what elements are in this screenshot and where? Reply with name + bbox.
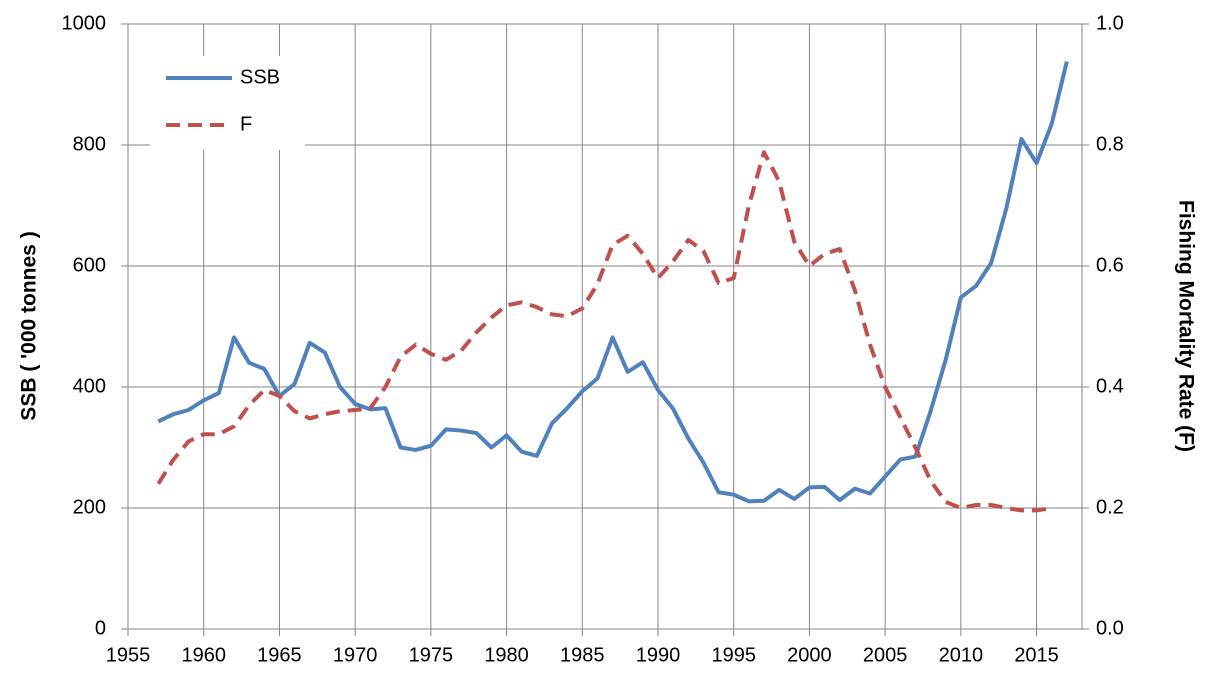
- legend-label: F: [240, 113, 252, 135]
- y2-tick-label: 0.0: [1096, 617, 1124, 639]
- y-tick-label: 200: [73, 496, 106, 518]
- y2-tick-label: 1.0: [1096, 12, 1124, 34]
- y-axis-label: SSB ( '000 tonnes ): [18, 231, 41, 420]
- legend-label: SSB: [240, 66, 280, 88]
- x-tick-label: 2010: [939, 644, 984, 666]
- x-tick-label: 1960: [181, 644, 226, 666]
- x-tick-label: 1970: [333, 644, 378, 666]
- y-tick-label: 0: [95, 617, 106, 639]
- series-line: [157, 61, 1069, 504]
- x-tick-label: 1980: [484, 644, 529, 666]
- x-tick-label: 2015: [1014, 644, 1059, 666]
- y-tick-label: 400: [73, 375, 106, 397]
- x-tick-label: 2005: [863, 644, 908, 666]
- y2-tick-label: 0.4: [1096, 375, 1124, 397]
- legend-box: [150, 56, 305, 150]
- x-tick-label: 1985: [560, 644, 605, 666]
- y-tick-label: 600: [73, 254, 106, 276]
- y2-tick-label: 0.2: [1096, 496, 1124, 518]
- x-tick-label: 1995: [711, 644, 756, 666]
- y-tick-label: 1000: [62, 12, 107, 34]
- x-tick-label: 1955: [106, 644, 151, 666]
- y-tick-label: 800: [73, 133, 106, 155]
- legend: SSB F: [150, 56, 305, 150]
- x-tick-label: 1990: [636, 644, 681, 666]
- series-line: [156, 150, 1053, 513]
- x-tick-label: 1965: [257, 644, 302, 666]
- x-tick-label: 2000: [787, 644, 832, 666]
- y2-axis-label: Fishing Mortality Rate (F): [1174, 200, 1197, 452]
- y2-tick-label: 0.6: [1096, 254, 1124, 276]
- y2-tick-label: 0.8: [1096, 133, 1124, 155]
- x-tick-label: 1975: [409, 644, 454, 666]
